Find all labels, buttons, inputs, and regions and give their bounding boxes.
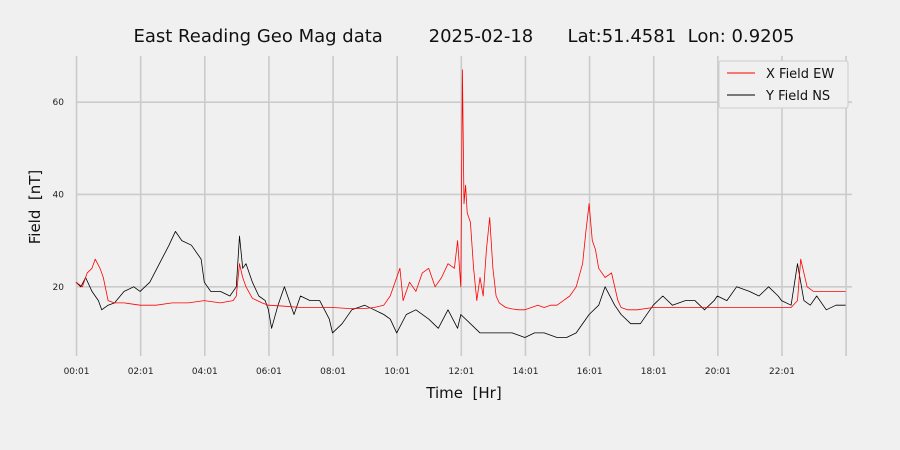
x-gridlines (75, 56, 847, 356)
y-tick-label: 40 (53, 190, 65, 200)
chart-title: East Reading Geo Mag data 2025-02-18 Lat… (133, 26, 794, 47)
x-tick-label: 06:01 (256, 367, 282, 377)
series-line-x-field (75, 69, 846, 311)
x-tick-labels: 00:01 02:01 04:01 06:01 08:01 10:01 12:01 14:01… (64, 367, 795, 377)
x-tick-label: 14:01 (512, 367, 538, 377)
x-tick-label: 22:01 (769, 367, 795, 377)
legend-label-x-field: X Field EW (766, 67, 834, 82)
series-layer (75, 69, 846, 338)
y-tick-labels: 20 40 60 (53, 98, 65, 293)
y-tick-label: 60 (53, 98, 65, 108)
y-axis-label: Field [nT] (26, 170, 44, 245)
x-tick-label: 08:01 (320, 367, 346, 377)
legend-label-y-field: Y Field NS (765, 89, 830, 104)
x-tick-label: 12:01 (448, 367, 474, 377)
series-line-y-field (75, 231, 846, 338)
x-axis-label: Time [Hr] (425, 384, 501, 402)
legend: X Field EW Y Field NS (718, 60, 849, 109)
x-tick-label: 20:01 (705, 367, 731, 377)
x-tick-label: 04:01 (192, 367, 218, 377)
x-tick-label: 02:01 (128, 367, 154, 377)
x-tick-label: 10:01 (384, 367, 410, 377)
x-tick-label: 18:01 (641, 367, 667, 377)
y-tick-label: 20 (53, 283, 65, 293)
x-tick-label: 16:01 (577, 367, 603, 377)
x-tick-label: 00:01 (64, 367, 90, 377)
